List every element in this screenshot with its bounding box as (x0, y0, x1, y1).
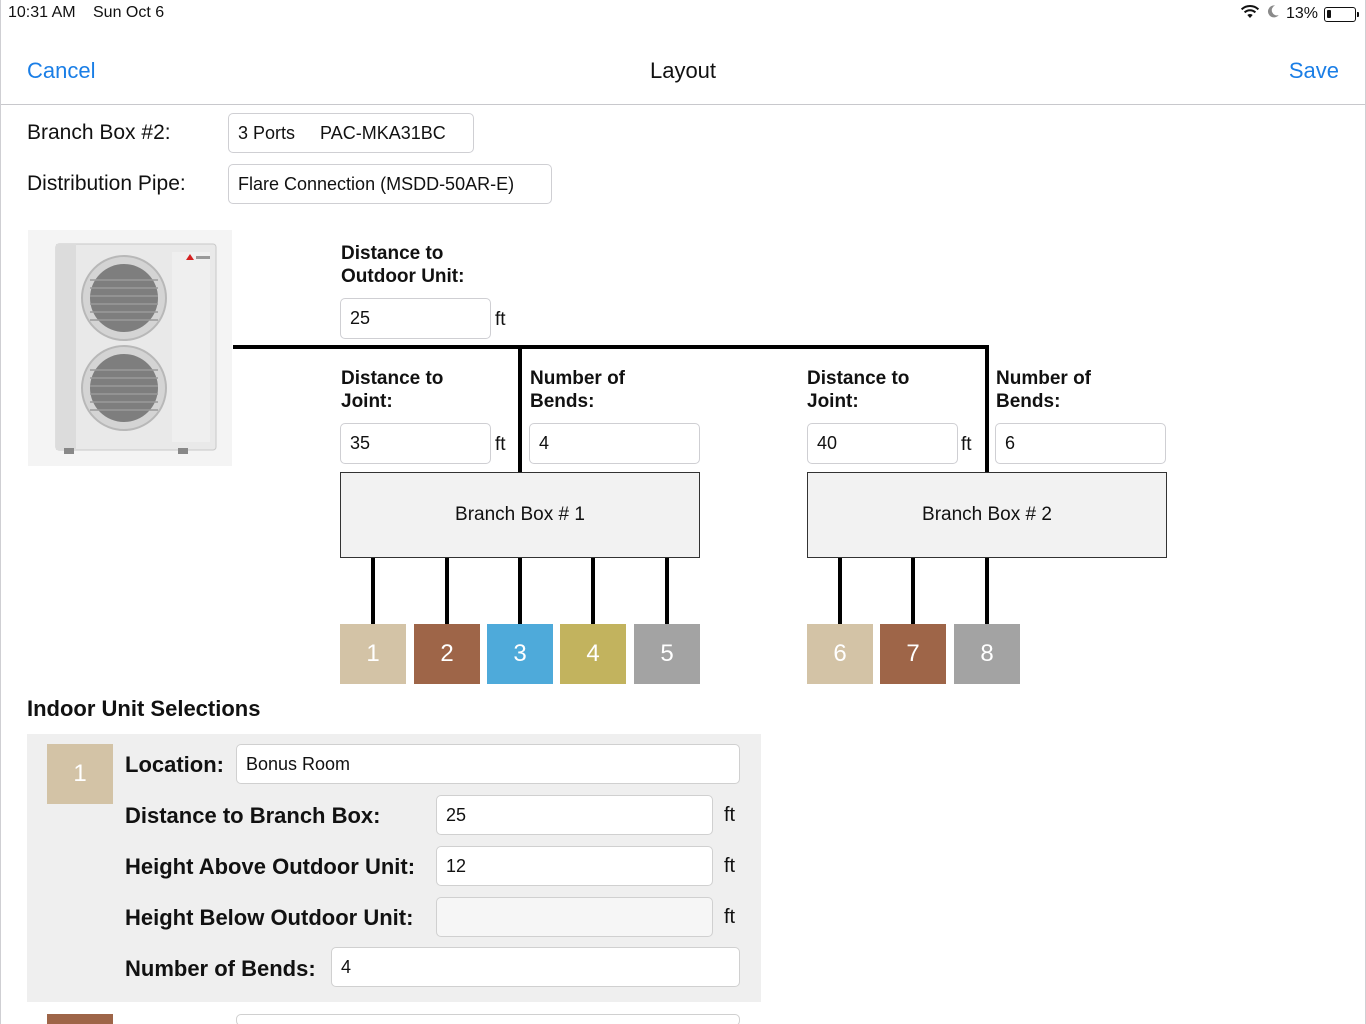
height-below-field[interactable] (436, 897, 713, 937)
port-tile-4[interactable]: 4 (560, 624, 626, 684)
wifi-icon (1240, 4, 1260, 24)
indoor-unit-badge-1: 1 (47, 744, 113, 804)
save-button[interactable]: Save (1288, 58, 1339, 83)
port-line-4 (591, 558, 595, 624)
port-tile-1[interactable]: 1 (340, 624, 406, 684)
distance-unit: ft (724, 804, 736, 826)
branch1-joint-unit: ft (495, 434, 506, 455)
port-tile-2[interactable]: 2 (414, 624, 480, 684)
port-line-6 (838, 558, 842, 624)
height-below-unit: ft (724, 906, 736, 928)
port-line-3 (518, 558, 522, 624)
indoor-unit-badge-2 (47, 1014, 113, 1024)
port-tile-5[interactable]: 5 (634, 624, 700, 684)
branch-box-selector[interactable]: 3 Ports PAC-MKA31BC (228, 113, 474, 153)
branch1-joint-input[interactable]: 35 (340, 423, 491, 464)
branch2-bends-input[interactable]: 6 (995, 423, 1166, 464)
port-line-5 (665, 558, 669, 624)
status-right: 13% (1240, 4, 1359, 24)
status-bar: 10:31 AM Sun Oct 6 13% (0, 0, 1366, 26)
outdoor-distance-input[interactable]: 25 (340, 298, 491, 339)
port-line-2 (445, 558, 449, 624)
nav-bar: Cancel Layout Save (0, 26, 1366, 105)
page-title: Layout (649, 58, 717, 83)
port-line-1 (371, 558, 375, 624)
moon-icon (1266, 4, 1280, 24)
distance-to-branch-box-label: Distance to Branch Box: (125, 803, 381, 828)
cancel-button[interactable]: Cancel (27, 58, 96, 83)
branch2-joint-input[interactable]: 40 (807, 423, 958, 464)
indoor-section-title: Indoor Unit Selections (27, 696, 261, 721)
branch1-pipe-line (518, 345, 522, 472)
outdoor-distance-label: Distance to Outdoor Unit: (341, 243, 465, 287)
branch-box-2[interactable]: Branch Box # 2 (807, 472, 1167, 558)
location-label: Location: (125, 752, 224, 777)
indoor-unit-panel-1: 1 Location: Bonus Room Distance to Branc… (27, 734, 761, 1002)
number-of-bends-label: Number of Bends: (125, 956, 316, 981)
distance-to-branch-box-field[interactable]: 25 (436, 795, 713, 835)
left-edge (0, 0, 1, 1024)
location-field[interactable]: Bonus Room (236, 744, 740, 784)
port-tile-6[interactable]: 6 (807, 624, 873, 684)
branch2-joint-unit: ft (961, 434, 972, 455)
port-line-7 (911, 558, 915, 624)
port-tile-7[interactable]: 7 (880, 624, 946, 684)
status-date: Sun Oct 6 (93, 4, 165, 21)
branch2-bends-label: Number of Bends: (996, 368, 1091, 412)
outdoor-distance-unit: ft (495, 309, 506, 330)
outdoor-unit-image (28, 230, 232, 466)
battery-icon (1324, 6, 1359, 22)
branch1-bends-label: Number of Bends: (530, 368, 625, 412)
branch2-pipe-line (985, 345, 989, 472)
main-pipe-line (233, 345, 989, 349)
port-line-8 (985, 558, 989, 624)
branch-box-label: Branch Box #2: (27, 121, 171, 144)
height-above-field[interactable]: 12 (436, 846, 713, 886)
port-tile-3[interactable]: 3 (487, 624, 553, 684)
battery-percent: 13% (1285, 5, 1318, 22)
branch-box-1[interactable]: Branch Box # 1 (340, 472, 700, 558)
distribution-pipe-selector[interactable]: Flare Connection (MSDD-50AR-E) (228, 164, 552, 204)
status-time: 10:31 AM (8, 4, 76, 21)
number-of-bends-field[interactable]: 4 (331, 947, 740, 987)
branch2-joint-label: Distance to Joint: (807, 368, 910, 412)
distribution-pipe-label: Distribution Pipe: (27, 172, 186, 195)
height-above-label: Height Above Outdoor Unit: (125, 854, 416, 879)
height-below-label: Height Below Outdoor Unit: (125, 905, 414, 930)
port-tile-8[interactable]: 8 (954, 624, 1020, 684)
height-above-unit: ft (724, 855, 736, 877)
branch1-joint-label: Distance to Joint: (341, 368, 444, 412)
location-field-2[interactable] (236, 1014, 740, 1024)
branch1-bends-input[interactable]: 4 (529, 423, 700, 464)
